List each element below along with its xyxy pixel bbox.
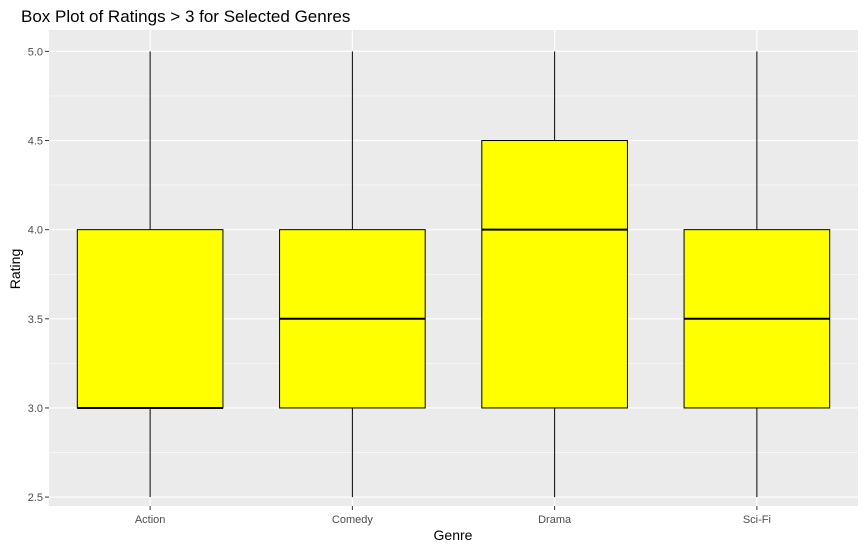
box-sci-fi bbox=[683, 51, 831, 498]
box-comedy bbox=[279, 51, 426, 498]
x-axis: Action Comedy Drama Sci-Fi bbox=[135, 506, 771, 526]
x-tick-label: Comedy bbox=[332, 514, 373, 526]
y-tick-label: 2.5 bbox=[28, 492, 43, 504]
x-tick-label: Drama bbox=[538, 514, 572, 526]
y-tick-label: 5.0 bbox=[28, 46, 43, 58]
y-tick-label: 4.5 bbox=[28, 136, 43, 148]
box-body bbox=[481, 140, 628, 409]
x-tick-label: Action bbox=[135, 514, 166, 526]
y-axis: 2.5 3.0 3.5 4.0 4.5 5.0 bbox=[28, 46, 49, 504]
x-tick-label: Sci-Fi bbox=[743, 514, 771, 526]
x-axis-title: Genre bbox=[434, 527, 473, 543]
box-drama bbox=[481, 51, 628, 498]
box-body bbox=[76, 229, 224, 409]
y-tick-label: 3.5 bbox=[28, 314, 43, 326]
y-tick-label: 3.0 bbox=[28, 403, 43, 415]
y-tick-label: 4.0 bbox=[28, 225, 43, 237]
box-action bbox=[76, 51, 224, 498]
y-axis-title: Rating bbox=[7, 249, 23, 289]
chart-title: Box Plot of Ratings > 3 for Selected Gen… bbox=[21, 7, 350, 26]
box-group bbox=[76, 51, 831, 498]
